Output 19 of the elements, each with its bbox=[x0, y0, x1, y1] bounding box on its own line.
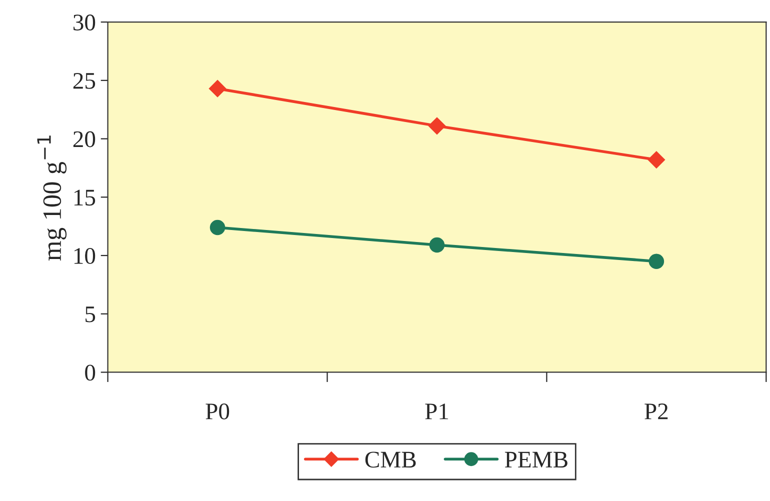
point bbox=[428, 117, 446, 134]
y-axis-title: mg 100 g$^{−1}$ bbox=[37, 136, 67, 261]
point bbox=[648, 151, 665, 168]
y-tick-label: 5 bbox=[86, 306, 96, 322]
y-tick-label: 30 bbox=[74, 14, 96, 30]
point bbox=[648, 254, 664, 269]
legend-label: CMB bbox=[365, 452, 416, 468]
point bbox=[210, 220, 226, 236]
point bbox=[429, 237, 445, 253]
legend-label: PEMB bbox=[504, 452, 568, 468]
y-tick-label: 20 bbox=[73, 131, 96, 148]
y-tick-label: 10 bbox=[74, 248, 96, 264]
x-tick-label: P0 bbox=[206, 403, 230, 420]
y-tick-label: 0 bbox=[85, 364, 96, 381]
x-tick-label: P1 bbox=[425, 404, 448, 420]
y-tick-label: 15 bbox=[74, 190, 96, 206]
x-tick-label: P2 bbox=[644, 404, 668, 420]
y-tick-label: 25 bbox=[73, 72, 96, 89]
point bbox=[208, 80, 226, 98]
